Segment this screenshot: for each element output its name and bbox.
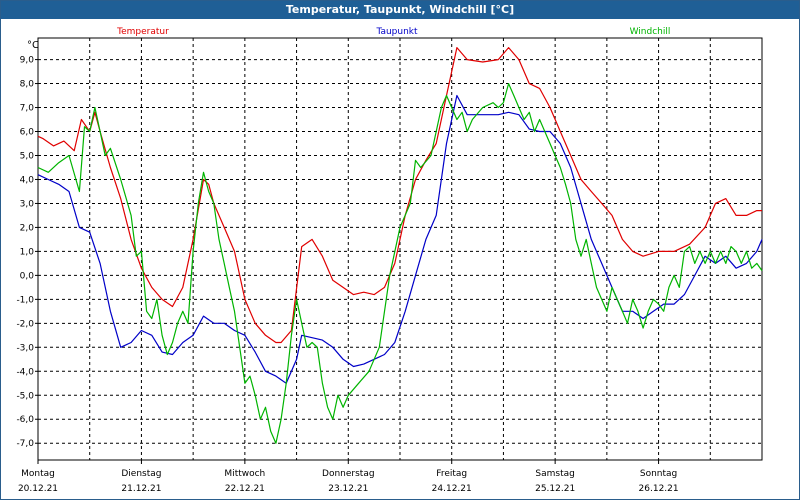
legend-entry-taupunkt: Taupunkt: [375, 27, 418, 37]
y-axis-unit: °C: [27, 40, 39, 51]
chart-title: Temperatur, Taupunkt, Windchill [°C]: [1, 1, 799, 19]
x-tick-label-date: 21.12.21: [121, 484, 161, 494]
x-tick-label-date: 26.12.21: [639, 484, 679, 494]
y-tick-label: 1,0: [20, 247, 35, 257]
y-tick-label: -3,0: [16, 343, 34, 353]
y-tick-label: 0,0: [20, 271, 35, 281]
y-tick-label: 7,0: [20, 104, 35, 114]
x-tick-label-date: 25.12.21: [535, 484, 575, 494]
y-tick-label: -6,0: [16, 415, 34, 425]
x-tick-label-date: 20.12.21: [18, 484, 58, 494]
y-tick-label: 5,0: [20, 151, 35, 161]
x-tick-label-date: 24.12.21: [432, 484, 472, 494]
y-tick-label: 3,0: [20, 199, 35, 209]
y-tick-label: -1,0: [16, 295, 34, 305]
x-tick-label-weekday: Dienstag: [121, 469, 161, 479]
y-tick-label: 2,0: [20, 223, 35, 233]
series-line-windchill: [37, 83, 763, 444]
y-tick-label: 9,0: [20, 56, 35, 66]
y-tick-label: 4,0: [20, 175, 35, 185]
x-tick-label-weekday: Montag: [21, 469, 55, 479]
series-line-temperatur: [37, 47, 762, 344]
x-tick-label-date: 23.12.21: [328, 484, 368, 494]
y-tick-label: -2,0: [16, 319, 34, 329]
x-tick-label-weekday: Freitag: [436, 469, 467, 479]
legend-entry-windchill: Windchill: [630, 27, 671, 37]
x-tick-label-date: 22.12.21: [225, 484, 265, 494]
y-tick-label: 6,0: [20, 128, 35, 138]
x-tick-label-weekday: Mittwoch: [224, 469, 265, 479]
x-tick-label-weekday: Sonntag: [640, 469, 677, 479]
x-tick-label-weekday: Samstag: [535, 469, 574, 479]
y-tick-label: -5,0: [16, 391, 34, 401]
y-tick-label: -7,0: [16, 439, 34, 449]
x-tick-label-weekday: Donnerstag: [322, 469, 375, 479]
legend-entry-temperatur: Temperatur: [116, 27, 169, 37]
y-tick-label: -4,0: [16, 367, 34, 377]
y-tick-label: 8,0: [20, 80, 35, 90]
